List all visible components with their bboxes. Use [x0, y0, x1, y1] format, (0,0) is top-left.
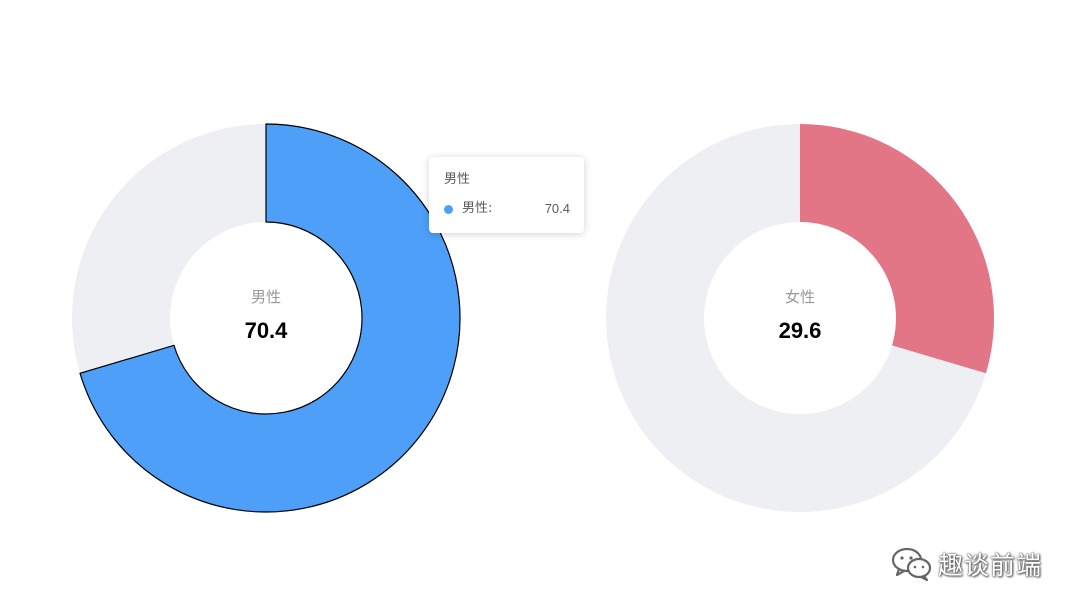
watermark-text: 趣谈前端: [938, 551, 1043, 580]
donut-center-value: 29.6: [779, 318, 822, 343]
donut-remainder-slice[interactable]: [72, 124, 266, 374]
wechat-icon: [891, 547, 932, 582]
tooltip-series-name: 男性:: [462, 201, 493, 216]
tooltip-title: 男性: [444, 172, 471, 187]
tooltip-series-value: 70.4: [544, 201, 570, 216]
donut-value-slice[interactable]: [79, 123, 461, 513]
tooltip-marker: [444, 204, 453, 214]
tooltip-row: 男性: 70.4: [444, 199, 570, 219]
donut-center-value: 70.4: [245, 318, 289, 343]
donut-center-label: 男性: [251, 288, 281, 306]
watermark: 趣谈前端: [890, 544, 1042, 584]
chart-tooltip: 男性 男性: 70.4: [429, 157, 584, 233]
donut-remainder-slice[interactable]: [606, 124, 986, 512]
donut-chart-female: 女性 29.6: [606, 124, 994, 512]
donut-chart-male: 男性 70.4: [72, 123, 461, 513]
donut-center-label: 女性: [785, 288, 815, 306]
donut-value-slice[interactable]: [800, 124, 994, 374]
